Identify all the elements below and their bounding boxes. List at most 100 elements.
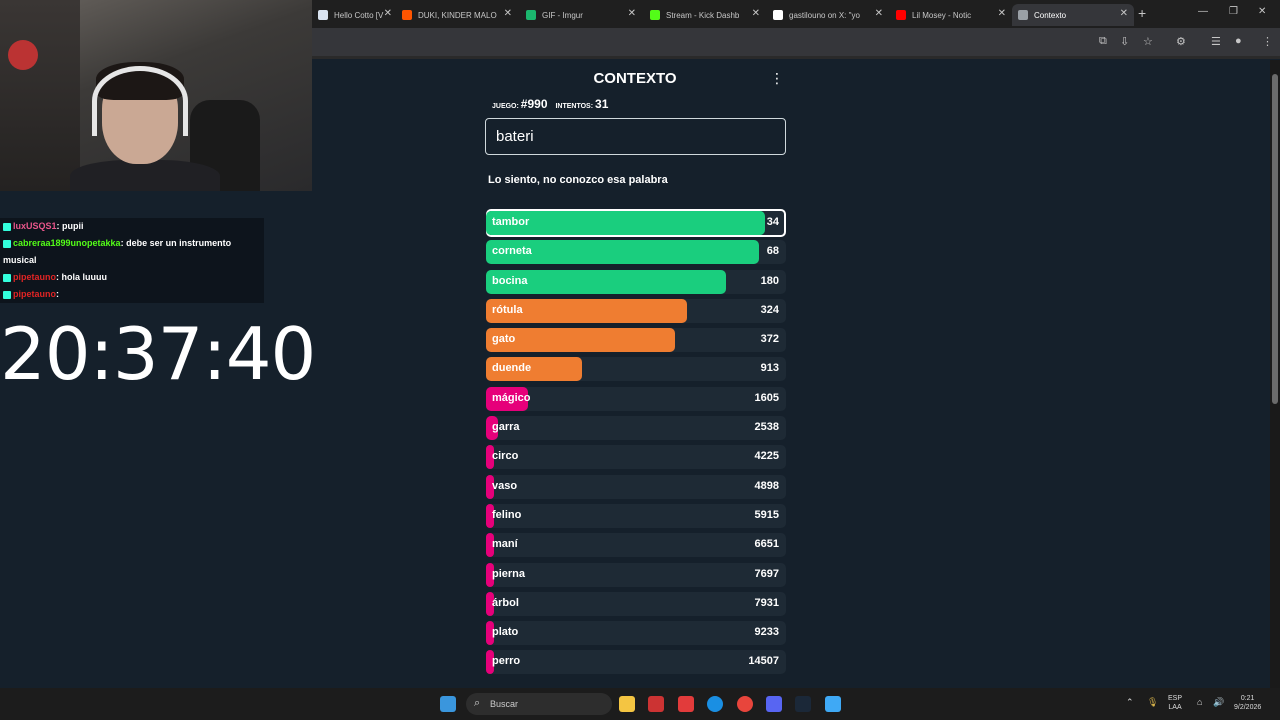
- guess-proximity-bar: [486, 445, 494, 470]
- tab-close-icon[interactable]: ✕: [997, 8, 1006, 19]
- guess-row: garra 2538: [485, 413, 787, 442]
- chrome-separator: [312, 56, 1280, 59]
- tab-favicon-icon: [650, 10, 660, 20]
- guess-rank: 372: [760, 333, 779, 346]
- browser-tab[interactable]: Lil Mosey - Notic ✕: [890, 4, 1012, 26]
- guess-rank: 68: [766, 245, 779, 258]
- chat-text: : pupii: [56, 221, 84, 231]
- scrollbar-thumb[interactable]: [1272, 74, 1278, 404]
- guess-rank: 34: [766, 216, 779, 228]
- tray-date: 9/2/2026: [1234, 704, 1262, 711]
- chat-badge-icon: [3, 222, 11, 231]
- guess-word: garra: [492, 421, 520, 434]
- discord-icon[interactable]: [766, 696, 782, 712]
- guess-track: [486, 533, 786, 558]
- microphone-icon[interactable]: 🎙: [1147, 697, 1159, 707]
- browser-tab[interactable]: Stream - Kick Dashb ✕: [644, 4, 766, 26]
- guess-rank: 2538: [754, 421, 779, 434]
- guess-row: gato 372: [485, 325, 787, 354]
- new-tab-button[interactable]: +: [1138, 5, 1147, 21]
- guess-row: circo 4225: [485, 442, 787, 471]
- reading-list-icon[interactable]: ☰: [1211, 36, 1221, 48]
- chat-text: : hola luuuu: [56, 272, 107, 282]
- tab-close-icon[interactable]: ✕: [874, 8, 883, 19]
- restore-icon[interactable]: ❐: [1229, 6, 1238, 17]
- page-scrollbar[interactable]: [1270, 60, 1280, 688]
- guess-rank: 324: [760, 303, 779, 316]
- guess-row: plato 9233: [485, 618, 787, 647]
- app-icon-1[interactable]: [648, 696, 664, 712]
- chat-text: :: [56, 289, 59, 299]
- guess-rank: 7697: [754, 567, 779, 580]
- chrome-icon[interactable]: [737, 696, 753, 712]
- guess-row: corneta 68: [485, 237, 787, 266]
- browser-tab[interactable]: gastilouno on X: "yo ✕: [767, 4, 889, 26]
- app-icon-2[interactable]: [678, 696, 694, 712]
- guess-word: maní: [492, 538, 518, 551]
- clock-tray[interactable]: 0:21 9/2/2026: [1234, 694, 1261, 712]
- tab-label: GIF - Imgur: [542, 10, 583, 20]
- browser-tab[interactable]: Contexto ✕: [1012, 4, 1134, 26]
- guess-rank: 5915: [754, 508, 779, 521]
- guess-word: plato: [492, 626, 519, 639]
- guess-track: [486, 474, 786, 499]
- guess-proximity-bar: [486, 533, 494, 558]
- word-input[interactable]: [485, 118, 786, 155]
- browser-tab[interactable]: GIF - Imgur ✕: [520, 4, 642, 26]
- tray-chevron-icon[interactable]: ⌃: [1126, 697, 1134, 707]
- browser-tab[interactable]: Hello Cotto [V ✕: [312, 4, 398, 26]
- minimize-icon[interactable]: —: [1198, 6, 1208, 17]
- extensions-icon[interactable]: ⚙: [1176, 36, 1186, 48]
- browser-menu-icon[interactable]: ⋮: [1262, 36, 1273, 48]
- guess-rank: 7931: [754, 596, 779, 609]
- chat-message: pipetauno:: [0, 286, 264, 303]
- browser-tab[interactable]: DUKI, KINDER MALO ✕: [396, 4, 518, 26]
- guess-proximity-bar: [486, 621, 494, 646]
- game-label: JUEGO:: [492, 103, 519, 110]
- lang-bottom: LAA: [1168, 704, 1182, 711]
- guess-word: perro: [492, 655, 521, 668]
- chat-text: : debe ser un instrumento musical: [3, 238, 232, 265]
- guess-word: árbol: [492, 596, 519, 609]
- network-icon[interactable]: ⌂: [1197, 697, 1203, 707]
- chat-badge-icon: [3, 290, 11, 299]
- guess-word: gato: [492, 333, 516, 346]
- game-info: JUEGO: #990 INTENTOS: 31: [492, 97, 614, 111]
- translate-icon[interactable]: ⧉: [1099, 35, 1107, 47]
- install-icon[interactable]: ⇩: [1120, 36, 1130, 48]
- profile-icon[interactable]: ●: [1235, 35, 1242, 47]
- guess-proximity-bar: [486, 240, 759, 265]
- tab-label: Hello Cotto [V: [334, 10, 384, 20]
- guess-track: [486, 416, 786, 441]
- volume-icon[interactable]: 🔊: [1213, 697, 1225, 707]
- language-indicator[interactable]: ESP LAA: [1168, 694, 1182, 712]
- guess-row: rótula 324: [485, 296, 787, 325]
- tab-close-icon[interactable]: ✕: [751, 8, 760, 19]
- guess-track: [486, 386, 786, 411]
- tab-favicon-icon: [402, 10, 412, 20]
- tab-favicon-icon: [318, 10, 328, 20]
- tab-close-icon[interactable]: ✕: [627, 8, 636, 19]
- tab-label: Stream - Kick Dashb: [666, 10, 740, 20]
- tab-close-icon[interactable]: ✕: [383, 8, 392, 19]
- guess-rank: 9233: [754, 626, 779, 639]
- game-menu-icon[interactable]: ⋮: [770, 70, 784, 86]
- tab-favicon-icon: [526, 10, 536, 20]
- bookmark-star-icon[interactable]: ☆: [1143, 36, 1153, 48]
- start-icon[interactable]: [440, 696, 456, 712]
- guess-proximity-bar: [486, 416, 498, 441]
- steam-icon[interactable]: [795, 696, 811, 712]
- app-icon-3[interactable]: [825, 696, 841, 712]
- guess-word: rótula: [492, 303, 523, 316]
- taskbar-search[interactable]: ⌕ Buscar: [466, 693, 612, 715]
- guess-row: felino 5915: [485, 501, 787, 530]
- file-explorer-icon[interactable]: [619, 696, 635, 712]
- close-window-icon[interactable]: ✕: [1258, 6, 1267, 17]
- chat-badge-icon: [3, 273, 11, 282]
- tab-close-icon[interactable]: ✕: [1119, 8, 1128, 19]
- tab-close-icon[interactable]: ✕: [503, 8, 512, 19]
- windows-taskbar: ⌕ Buscar ⌃ 🎙 ESP LAA ⌂ 🔊 0:21 9/2/2026: [0, 688, 1280, 720]
- guess-proximity-bar: [486, 591, 494, 616]
- chat-message: cabreraa1899unopetakka: debe ser un inst…: [0, 235, 264, 269]
- edge-icon[interactable]: [707, 696, 723, 712]
